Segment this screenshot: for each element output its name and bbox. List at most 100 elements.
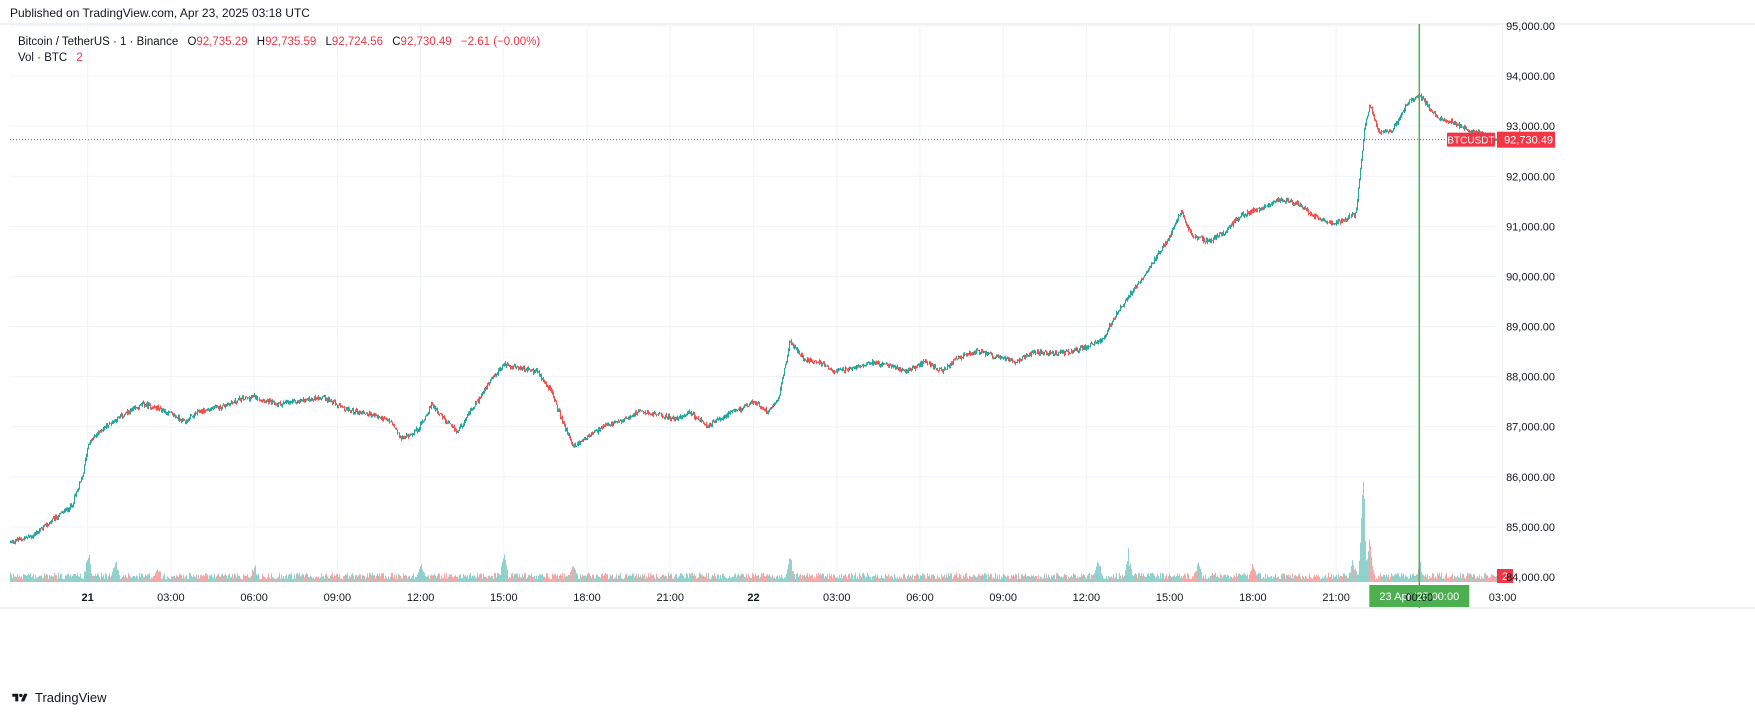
volume-bar — [113, 568, 114, 582]
volume-bar — [1486, 575, 1487, 582]
volume-bar — [947, 577, 948, 582]
volume-bar — [748, 573, 749, 582]
volume-bar — [600, 577, 601, 582]
volume-bar — [1135, 573, 1136, 582]
volume-bar — [408, 576, 409, 582]
volume-bar — [1259, 572, 1260, 582]
volume-bar — [60, 573, 61, 582]
volume-bar — [1442, 578, 1443, 582]
volume-bar — [760, 576, 761, 582]
volume-bar — [889, 578, 890, 582]
volume-bar — [908, 574, 909, 582]
volume-bar — [807, 573, 808, 582]
y-tick-label: 89,000.00 — [1506, 322, 1555, 334]
volume-bar — [259, 578, 260, 582]
volume-bar — [479, 574, 480, 582]
volume-bar — [1465, 578, 1466, 582]
volume-bar — [789, 558, 790, 582]
volume-bar — [901, 577, 902, 582]
volume-bar — [1404, 577, 1405, 582]
volume-bar — [1071, 575, 1072, 582]
volume-label[interactable]: Vol · BTC — [18, 52, 68, 64]
volume-bar — [391, 572, 392, 582]
volume-bar — [1053, 575, 1054, 582]
volume-bar — [1321, 578, 1322, 582]
volume-bar — [1324, 576, 1325, 582]
volume-bar — [758, 574, 759, 582]
volume-bar — [854, 575, 855, 582]
tradingview-branding[interactable]: TradingView — [10, 690, 107, 705]
volume-bar — [1025, 573, 1026, 582]
volume-bar — [1449, 576, 1450, 582]
volume-bar — [583, 575, 584, 582]
volume-bar — [822, 573, 823, 582]
volume-bar — [238, 575, 239, 582]
volume-bar — [1417, 574, 1418, 582]
volume-bar — [527, 577, 528, 582]
volume-bar — [322, 576, 323, 582]
volume-bar — [301, 575, 302, 582]
volume-bar — [1440, 576, 1441, 582]
volume-bar — [22, 579, 23, 582]
volume-bar — [851, 572, 852, 582]
volume-bar — [1120, 575, 1121, 582]
volume-bar — [1436, 578, 1437, 582]
volume-bar — [1072, 577, 1073, 582]
volume-bar — [550, 579, 551, 582]
volume-bar — [194, 576, 195, 582]
volume-bar — [97, 573, 98, 582]
volume-bar — [136, 575, 137, 582]
volume-bar — [121, 578, 122, 582]
volume-bar — [153, 575, 154, 582]
symbol-title[interactable]: Bitcoin / TetherUS · 1 · Binance — [18, 36, 179, 48]
volume-bar — [1031, 575, 1032, 582]
volume-bar — [925, 578, 926, 582]
volume-bar — [88, 557, 89, 582]
volume-bar — [34, 579, 35, 582]
volume-bar — [1208, 577, 1209, 582]
volume-bar — [1181, 575, 1182, 582]
volume-bar — [1039, 579, 1040, 582]
volume-bar — [324, 578, 325, 582]
volume-bar — [811, 575, 812, 582]
volume-bar — [1104, 578, 1105, 582]
volume-bar — [225, 573, 226, 582]
volume-bar — [1189, 578, 1190, 582]
volume-bar — [232, 574, 233, 582]
volume-bar — [233, 578, 234, 582]
volume-bar — [766, 575, 767, 582]
volume-bar — [617, 578, 618, 582]
volume-bar — [998, 579, 999, 582]
volume-bar — [1373, 570, 1374, 582]
volume-bar — [595, 578, 596, 582]
volume-bar — [711, 577, 712, 582]
volume-bar — [955, 575, 956, 582]
volume-bar — [272, 577, 273, 582]
volume-bar — [835, 577, 836, 582]
volume-bar — [417, 574, 418, 582]
volume-bar — [308, 576, 309, 582]
volume-bar — [1273, 576, 1274, 582]
volume-bar — [1309, 573, 1310, 582]
y-tick-label: 87,000.00 — [1506, 422, 1555, 434]
volume-bar — [533, 576, 534, 582]
volume-bar — [373, 574, 374, 582]
volume-bar — [1396, 574, 1397, 582]
volume-bar — [203, 574, 204, 582]
volume-bar — [519, 573, 520, 582]
volume-bar — [1057, 573, 1058, 582]
volume-bar — [330, 576, 331, 582]
volume-bar — [799, 575, 800, 582]
volume-bar — [775, 578, 776, 582]
volume-bar — [1019, 578, 1020, 582]
volume-bar — [1364, 498, 1365, 582]
volume-bar — [848, 573, 849, 582]
volume-bar — [1046, 573, 1047, 582]
volume-bar — [1113, 574, 1114, 582]
volume-bar — [1377, 579, 1378, 582]
volume-bar — [1162, 572, 1163, 582]
volume-bar — [188, 578, 189, 582]
volume-bar — [755, 573, 756, 582]
volume-bar — [723, 573, 724, 582]
